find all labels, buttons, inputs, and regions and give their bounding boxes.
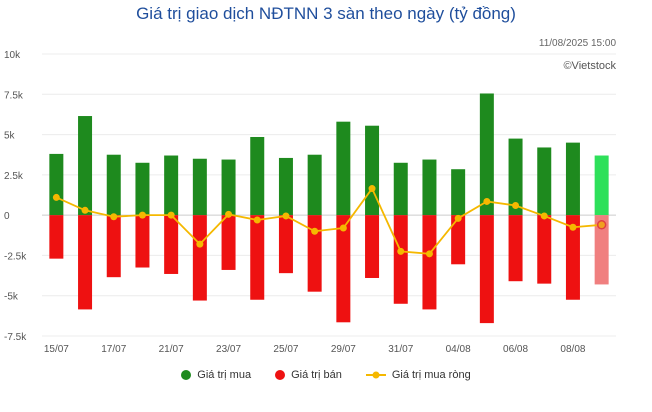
- x-tick-label: 08/08: [560, 344, 585, 355]
- legend-label-buy: Giá trị mua: [197, 369, 252, 381]
- sell-bar: [365, 215, 380, 278]
- y-tick-label: -5k: [4, 292, 19, 303]
- net-buy-point: [425, 250, 433, 258]
- sell-bar: [336, 215, 351, 323]
- buy-bar: [307, 154, 322, 216]
- sell-bar: [508, 215, 523, 282]
- net-buy-point: [81, 206, 89, 214]
- x-tick-label: 25/07: [273, 344, 298, 355]
- buy-bar: [365, 125, 380, 216]
- legend-label-sell: Giá trị bán: [291, 369, 342, 381]
- legend-item-net[interactable]: Giá trị mua ròng: [365, 369, 471, 381]
- x-tick-label: 04/08: [446, 344, 471, 355]
- net-buy-point: [225, 210, 233, 218]
- buy-bar: [78, 116, 93, 216]
- chart-title: Giá trị giao dịch NĐTNN 3 sàn theo ngày …: [136, 4, 516, 23]
- x-tick-label: 31/07: [388, 344, 413, 355]
- x-tick-label: 21/07: [159, 344, 184, 355]
- sell-bar: [422, 215, 437, 310]
- net-buy-point: [397, 247, 405, 255]
- sell-bar: [135, 215, 150, 268]
- sell-bar: [250, 215, 265, 300]
- net-buy-point: [311, 227, 319, 235]
- buy-bar: [192, 158, 207, 216]
- sell-bar: [307, 215, 322, 292]
- x-tick-label: 17/07: [101, 344, 126, 355]
- sell-bar: [49, 215, 64, 259]
- x-tick-label: 23/07: [216, 344, 241, 355]
- buy-bar: [106, 154, 121, 216]
- net-buy-line: [55, 186, 602, 255]
- net-buy-point: [167, 211, 175, 219]
- sell-legend-marker: [275, 370, 286, 380]
- sell-bar: [393, 215, 408, 304]
- buy-bar: [336, 121, 351, 216]
- net-buy-point: [454, 214, 462, 222]
- x-tick-label: 15/07: [44, 344, 69, 355]
- timestamp: 11/08/2025 15:00: [538, 38, 616, 49]
- y-tick-label: -7.5k: [4, 332, 27, 343]
- net-legend-marker: [365, 371, 386, 379]
- buy-bar: [594, 155, 609, 216]
- sell-bar: [565, 215, 580, 300]
- buy-bar: [537, 147, 552, 216]
- y-tick-label: -2.5k: [4, 251, 27, 262]
- buy-bar: [422, 159, 437, 216]
- y-tick-label: 10k: [4, 50, 21, 61]
- buy-bar: [221, 159, 236, 216]
- legend-label-net: Giá trị mua ròng: [391, 369, 471, 381]
- source-credit: ©Vietstock: [563, 60, 616, 72]
- buy-bar: [49, 153, 64, 216]
- legend: Giá trị mua Giá trị bán Giá trị mua ròng: [0, 369, 652, 381]
- sell-bar: [164, 215, 179, 274]
- y-tick-label: 0: [4, 211, 10, 222]
- sell-bar: [278, 215, 293, 274]
- net-buy-point: [569, 223, 577, 231]
- legend-item-sell[interactable]: Giá trị bán: [275, 369, 342, 381]
- y-tick-label: 2.5k: [4, 171, 24, 182]
- x-tick-label: 29/07: [331, 344, 356, 355]
- net-buy-point: [368, 185, 376, 193]
- sell-bar: [221, 215, 236, 270]
- sell-bar: [537, 215, 552, 284]
- net-buy-point: [52, 193, 60, 201]
- net-buy-point: [253, 216, 261, 224]
- buy-legend-marker: [181, 370, 192, 380]
- net-buy-point: [339, 224, 347, 232]
- sell-bar: [479, 215, 494, 324]
- buy-bar: [135, 162, 150, 216]
- sell-bar: [451, 215, 466, 265]
- buy-bar: [565, 142, 580, 216]
- buy-bar: [451, 169, 466, 216]
- buy-bar: [508, 138, 523, 216]
- buy-bar: [250, 136, 265, 216]
- y-tick-label: 5k: [4, 131, 16, 142]
- net-buy-point: [282, 212, 290, 220]
- net-buy-point: [110, 213, 118, 221]
- sell-bar: [106, 215, 121, 278]
- y-tick-label: 7.5k: [4, 90, 24, 101]
- buy-bar: [164, 155, 179, 216]
- sell-bar: [192, 215, 207, 301]
- legend-item-buy[interactable]: Giá trị mua: [181, 369, 251, 381]
- net-buy-point: [540, 212, 548, 220]
- net-buy-point: [512, 201, 520, 209]
- buy-bar: [479, 93, 494, 216]
- buy-bar: [393, 162, 408, 216]
- buy-bar: [278, 157, 293, 216]
- net-buy-point: [138, 211, 146, 219]
- x-tick-label: 06/08: [503, 344, 528, 355]
- sell-bar: [78, 215, 93, 310]
- sell-bar: [594, 215, 609, 285]
- net-buy-point: [596, 220, 607, 230]
- net-buy-point: [196, 240, 204, 248]
- net-buy-point: [483, 197, 491, 205]
